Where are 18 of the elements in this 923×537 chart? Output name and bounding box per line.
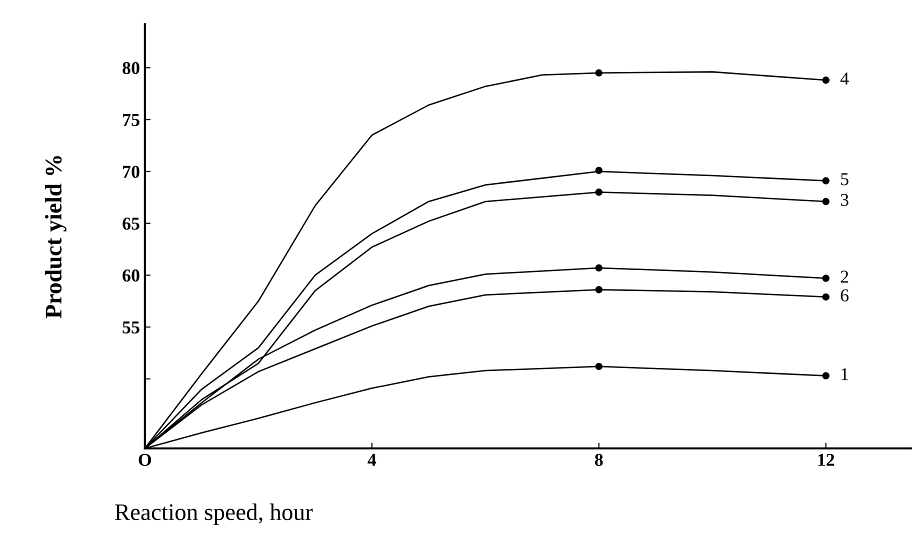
y-tick-label: 60 (122, 269, 140, 282)
y-tick-label: 80 (122, 62, 140, 74)
series-label: 1 (842, 368, 848, 380)
series-label: 3 (840, 194, 848, 206)
x-tick-label: O (138, 454, 152, 466)
x-tick-label: 8 (594, 454, 603, 466)
x-tick-label: 12 (818, 454, 834, 466)
y-tick-label: 70 (123, 166, 140, 178)
x-tick-label: 4 (368, 454, 376, 466)
series-label: 2 (840, 270, 848, 283)
series-label: 5 (841, 173, 848, 186)
x-axis-title: Reaction speed, hour (114, 504, 313, 525)
y-tick-label: 65 (122, 218, 140, 230)
series-label: 6 (840, 289, 849, 302)
y-tick-label: 55 (122, 321, 140, 334)
series-label: 4 (840, 72, 849, 85)
y-axis-title: Product yield % (44, 156, 66, 318)
y-tick-label: 75 (123, 114, 140, 126)
